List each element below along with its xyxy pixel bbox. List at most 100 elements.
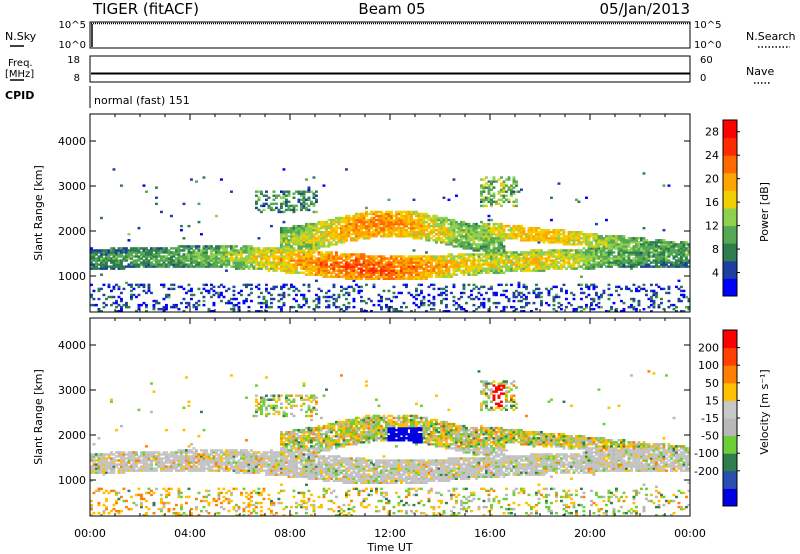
power-cell <box>345 255 348 258</box>
power-cell <box>615 247 618 250</box>
power-cell <box>430 275 433 278</box>
power-cell <box>452 233 456 236</box>
power-cell <box>365 277 368 280</box>
power-cell <box>430 261 433 264</box>
power-cell <box>430 259 433 262</box>
power-cell <box>677 265 681 268</box>
power-cell <box>650 251 653 254</box>
power-cell <box>122 303 126 307</box>
power-cell <box>532 237 536 240</box>
power-cell <box>260 190 263 193</box>
power-cell <box>272 287 276 291</box>
power-cell <box>625 285 628 289</box>
power-cell <box>612 257 616 260</box>
power-cell <box>597 301 601 305</box>
power-cell <box>577 235 581 238</box>
power-cell <box>417 271 421 274</box>
power-cell <box>105 261 108 264</box>
power-cell <box>90 257 93 260</box>
power-cell <box>365 275 368 278</box>
power-cell <box>592 267 596 270</box>
power-cell <box>300 233 303 236</box>
power-cell <box>575 261 578 264</box>
power-cell <box>500 267 503 270</box>
power-cell <box>190 297 193 301</box>
power-cell <box>425 265 428 268</box>
power-cell <box>437 216 441 220</box>
power-cell <box>680 243 683 246</box>
power-cell <box>607 253 611 256</box>
power-cell <box>240 259 243 262</box>
power-cell <box>612 261 616 264</box>
power-cell <box>580 237 583 240</box>
power-cell <box>472 261 476 264</box>
power-cell <box>675 259 678 262</box>
power-cell <box>502 237 506 240</box>
power-cell <box>287 269 291 272</box>
power-cell <box>565 253 568 256</box>
power-cell <box>135 249 138 252</box>
power-cell <box>430 220 433 224</box>
power-cell <box>482 239 486 242</box>
power-cell <box>497 235 501 238</box>
power-cell <box>485 196 488 199</box>
power-cell <box>170 283 173 287</box>
power-cell <box>515 226 518 230</box>
power-cell <box>420 303 423 307</box>
power-cell <box>547 303 551 307</box>
power-cell <box>260 261 263 264</box>
power-cell <box>462 291 466 295</box>
power-cell <box>650 255 653 258</box>
power-cell <box>440 255 443 258</box>
power-cell <box>655 251 658 254</box>
power-cell <box>552 259 556 262</box>
power-cell <box>682 259 686 262</box>
power-cell <box>630 251 633 254</box>
power-cell <box>282 251 286 254</box>
power-cell <box>320 239 323 242</box>
power-cell <box>317 247 321 250</box>
power-cell <box>415 265 418 268</box>
power-cell <box>687 251 690 254</box>
power-cell <box>425 212 428 216</box>
power-cell <box>447 239 451 242</box>
power-cell <box>330 228 333 232</box>
power-cell <box>500 247 503 250</box>
power-cell <box>247 293 251 297</box>
power-cell <box>610 239 613 242</box>
power-cell <box>395 295 398 299</box>
power-cell <box>560 241 563 244</box>
power-cell <box>512 228 516 232</box>
power-cell <box>427 275 431 278</box>
power-cell <box>537 259 541 262</box>
power-cell <box>642 251 646 254</box>
power-cell <box>685 249 688 252</box>
power-cell <box>122 247 126 250</box>
power-cell <box>582 263 586 266</box>
power-cell <box>412 295 416 299</box>
power-cell <box>222 249 226 252</box>
power-cell <box>407 210 411 214</box>
power-cell <box>435 220 438 224</box>
power-cell <box>230 301 233 305</box>
power-cell <box>595 241 598 244</box>
power-cell <box>220 253 223 256</box>
power-cell <box>210 259 213 262</box>
power-cell <box>572 239 576 242</box>
power-cell <box>677 263 681 266</box>
power-cell <box>180 245 183 248</box>
velocity-cell <box>95 459 98 462</box>
power-cell <box>435 216 438 220</box>
power-cell <box>505 251 508 254</box>
power-cell <box>650 299 653 303</box>
power-cell <box>622 243 626 246</box>
power-cell <box>445 289 448 293</box>
power-cell <box>165 257 168 260</box>
power-cell <box>617 247 621 250</box>
power-cell <box>247 305 251 309</box>
power-cell <box>335 235 338 238</box>
power-cell <box>635 255 638 258</box>
power-cell <box>410 309 413 312</box>
power-cell <box>312 255 316 258</box>
power-cell <box>590 303 593 307</box>
